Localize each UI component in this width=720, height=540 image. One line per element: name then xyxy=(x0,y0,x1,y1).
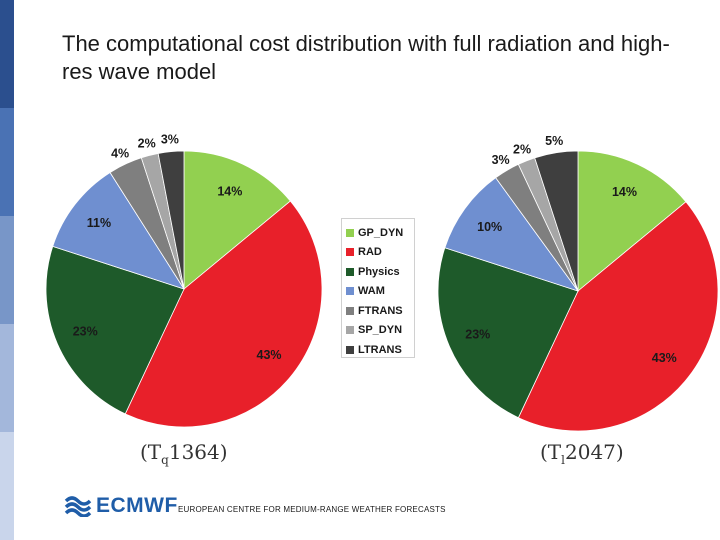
pie-slice-gp-dyn xyxy=(577,150,687,292)
pie-slice-gp-dyn xyxy=(183,150,291,290)
caption-tail: 1364) xyxy=(168,440,228,464)
pie-data-label: 23% xyxy=(465,327,490,341)
pie-data-label: 2% xyxy=(138,137,156,151)
legend-swatch xyxy=(346,267,354,276)
legend-label: WAM xyxy=(358,285,385,298)
caption-main: (T xyxy=(540,440,562,464)
pie-data-label: 43% xyxy=(652,351,677,365)
pie-data-label: 14% xyxy=(217,185,242,199)
pie-data-label: 14% xyxy=(612,185,637,199)
legend-item: LTRANS xyxy=(346,340,414,360)
legend-label: FTRANS xyxy=(358,304,403,317)
caption-main: (T xyxy=(140,440,162,464)
chart-legend: GP_DYN RAD Physics WAM FTRANS SP_DYN LTR… xyxy=(341,218,415,358)
legend-item: FTRANS xyxy=(346,301,414,321)
pie-data-label: 10% xyxy=(477,220,502,234)
caption-tail: 2047) xyxy=(565,440,624,464)
pie-slice-physics xyxy=(437,247,579,419)
legend-label: GP_DYN xyxy=(358,226,404,239)
left-pie-caption: (Tq1364) xyxy=(140,440,228,467)
pie-data-label: 4% xyxy=(111,146,129,160)
legend-item: GP_DYN xyxy=(346,223,414,243)
legend-swatch xyxy=(346,326,354,335)
ecmwf-logo: ECMWF xyxy=(64,494,178,518)
pie-data-label: 3% xyxy=(492,153,510,167)
pie-data-label: 5% xyxy=(545,134,563,148)
side-color-strip xyxy=(0,0,14,540)
legend-item: WAM xyxy=(346,282,414,302)
legend-label: RAD xyxy=(358,246,382,259)
caption-subscript: q xyxy=(161,453,169,467)
legend-item: Physics xyxy=(346,262,414,282)
strip-block xyxy=(0,108,14,216)
pie-data-label: 3% xyxy=(161,133,179,147)
ecmwf-logo-icon xyxy=(64,496,92,517)
strip-block xyxy=(0,216,14,324)
legend-label: Physics xyxy=(358,265,400,278)
strip-block xyxy=(0,324,14,432)
pie-data-label: 43% xyxy=(257,348,282,362)
legend-label: LTRANS xyxy=(358,343,402,356)
footer-text: EUROPEAN CENTRE FOR MEDIUM-RANGE WEATHER… xyxy=(178,505,446,514)
pie-data-label: 2% xyxy=(513,143,531,157)
caption-subscript: l xyxy=(561,453,565,467)
strip-block xyxy=(0,0,14,108)
pie-data-label: 23% xyxy=(73,325,98,339)
legend-swatch xyxy=(346,287,354,296)
pie-slice-rad xyxy=(517,201,719,432)
right-pie-caption: (Tl2047) xyxy=(540,440,624,467)
legend-swatch xyxy=(346,306,354,315)
legend-swatch xyxy=(346,248,354,257)
pie-slice-physics xyxy=(45,245,185,415)
pie-slice-wam xyxy=(444,177,580,292)
strip-block xyxy=(0,432,14,540)
legend-item: SP_DYN xyxy=(346,321,414,341)
legend-swatch xyxy=(346,345,354,354)
pie-data-label: 11% xyxy=(87,216,111,230)
ecmwf-logo-text: ECMWF xyxy=(96,494,178,517)
pie-slice-ltrans xyxy=(534,150,579,292)
slide-title: The computational cost distribution with… xyxy=(62,31,670,84)
legend-swatch xyxy=(346,228,354,237)
pie-slice-ltrans xyxy=(157,150,185,290)
legend-item: RAD xyxy=(346,243,414,263)
legend-label: SP_DYN xyxy=(358,324,403,337)
pie-slice-rad xyxy=(124,200,323,428)
pie-slice-wam xyxy=(52,171,185,290)
